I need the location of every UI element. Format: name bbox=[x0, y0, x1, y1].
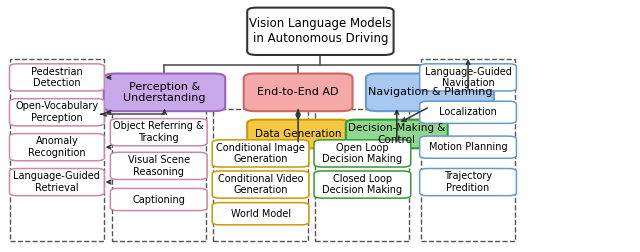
Text: Closed Loop
Decision Making: Closed Loop Decision Making bbox=[323, 174, 403, 195]
FancyBboxPatch shape bbox=[212, 140, 309, 167]
Text: Open Loop
Decision Making: Open Loop Decision Making bbox=[323, 143, 403, 164]
Text: Captioning: Captioning bbox=[132, 195, 185, 205]
Text: Decision-Making &
Control: Decision-Making & Control bbox=[348, 123, 445, 145]
Text: Data Generation: Data Generation bbox=[255, 129, 341, 139]
Text: Perception &
Understanding: Perception & Understanding bbox=[124, 82, 205, 103]
FancyBboxPatch shape bbox=[247, 8, 394, 55]
FancyBboxPatch shape bbox=[10, 99, 104, 126]
FancyBboxPatch shape bbox=[420, 64, 516, 91]
Text: Trajectory
Predition: Trajectory Predition bbox=[444, 171, 492, 193]
Text: Anomaly
Recognition: Anomaly Recognition bbox=[28, 136, 86, 158]
FancyBboxPatch shape bbox=[10, 64, 104, 91]
Text: World Model: World Model bbox=[230, 209, 291, 219]
FancyBboxPatch shape bbox=[366, 74, 494, 111]
FancyBboxPatch shape bbox=[244, 74, 353, 111]
Text: Conditional Image
Generation: Conditional Image Generation bbox=[216, 143, 305, 164]
Text: Visual Scene
Reasoning: Visual Scene Reasoning bbox=[127, 155, 190, 177]
FancyBboxPatch shape bbox=[420, 101, 516, 123]
FancyBboxPatch shape bbox=[247, 120, 349, 148]
Text: Conditional Video
Generation: Conditional Video Generation bbox=[218, 174, 303, 195]
FancyBboxPatch shape bbox=[420, 169, 516, 196]
FancyBboxPatch shape bbox=[212, 203, 309, 225]
Text: Object Referring &
Tracking: Object Referring & Tracking bbox=[113, 121, 204, 143]
Text: Vision Language Models
in Autonomous Driving: Vision Language Models in Autonomous Dri… bbox=[249, 17, 392, 45]
FancyBboxPatch shape bbox=[110, 152, 207, 179]
FancyBboxPatch shape bbox=[346, 120, 447, 148]
FancyBboxPatch shape bbox=[10, 169, 104, 196]
FancyBboxPatch shape bbox=[314, 171, 411, 198]
Text: Pedestrian
Detection: Pedestrian Detection bbox=[31, 67, 83, 88]
FancyBboxPatch shape bbox=[110, 119, 207, 146]
Text: Language-Guided
Retrieval: Language-Guided Retrieval bbox=[13, 171, 100, 193]
FancyBboxPatch shape bbox=[314, 140, 411, 167]
Text: Navigation & Planning: Navigation & Planning bbox=[367, 87, 492, 97]
Text: Open-Vocabulary
Perception: Open-Vocabulary Perception bbox=[15, 102, 99, 123]
FancyBboxPatch shape bbox=[10, 134, 104, 161]
Text: Language-Guided
Navigation: Language-Guided Navigation bbox=[424, 67, 511, 88]
Text: End-to-End AD: End-to-End AD bbox=[257, 87, 339, 97]
Text: Motion Planning: Motion Planning bbox=[429, 142, 508, 152]
FancyBboxPatch shape bbox=[110, 188, 207, 211]
FancyBboxPatch shape bbox=[212, 171, 309, 198]
FancyBboxPatch shape bbox=[420, 136, 516, 158]
Text: Localization: Localization bbox=[439, 107, 497, 117]
FancyBboxPatch shape bbox=[104, 74, 225, 111]
